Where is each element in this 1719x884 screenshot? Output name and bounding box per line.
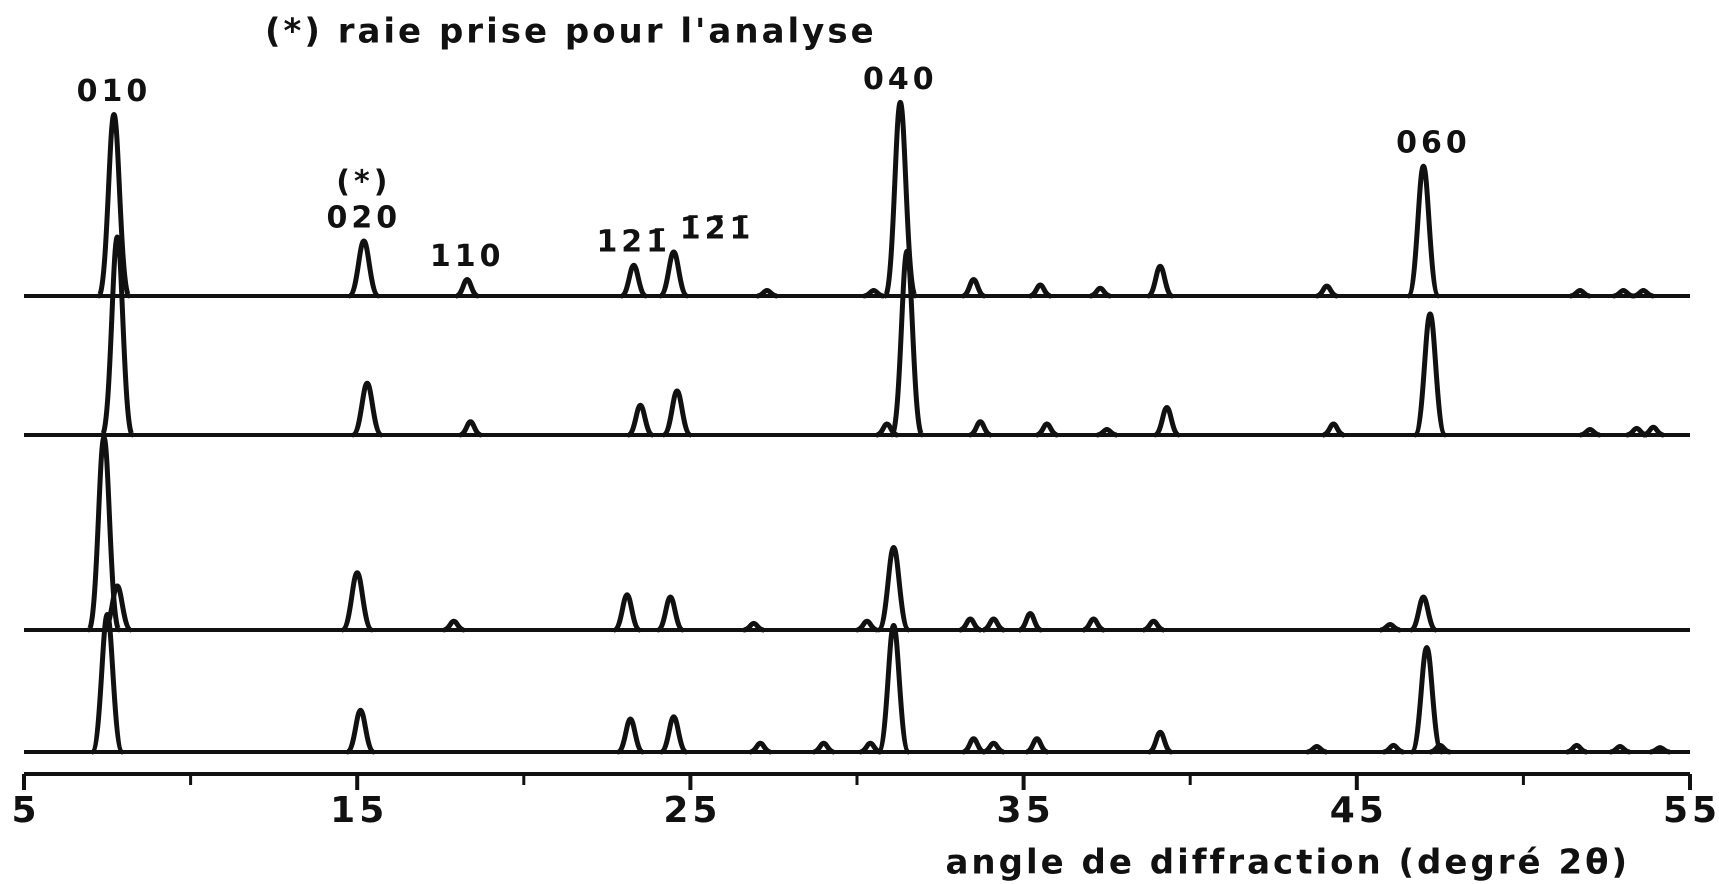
peak	[1626, 425, 1648, 438]
peak	[859, 740, 882, 755]
peak	[1153, 405, 1181, 438]
peak	[1409, 594, 1438, 633]
x-axis-label: angle de diffraction (degré 2θ)	[945, 843, 1630, 883]
peak	[1029, 282, 1052, 299]
peak	[1609, 744, 1631, 755]
peak	[749, 740, 772, 755]
x-tick-label: 55	[1663, 790, 1719, 831]
peak	[743, 620, 765, 633]
x-tick-label: 35	[997, 790, 1055, 831]
peak	[1642, 424, 1665, 438]
peak	[889, 248, 925, 438]
peak	[96, 112, 132, 299]
peak	[89, 612, 126, 755]
peak	[1322, 421, 1345, 438]
peak	[661, 388, 693, 438]
peak	[812, 740, 835, 755]
peak-mark: (*)	[336, 165, 391, 200]
peak	[1146, 263, 1174, 299]
peak	[1089, 285, 1111, 299]
peak	[962, 736, 986, 755]
peak	[1612, 288, 1634, 299]
peak	[1018, 611, 1043, 633]
peak-label: 010	[77, 74, 152, 109]
peak	[1649, 745, 1671, 755]
peak	[1315, 283, 1338, 299]
peak	[351, 380, 384, 438]
peak	[1632, 288, 1654, 299]
peak	[458, 419, 482, 438]
peak	[86, 435, 122, 633]
peak-label: 060	[1396, 126, 1471, 161]
peak	[616, 716, 645, 755]
peak	[1025, 736, 1049, 755]
peak	[659, 714, 689, 755]
peak	[968, 419, 992, 438]
peak	[99, 234, 136, 438]
peak	[1147, 729, 1173, 755]
peak	[1429, 742, 1451, 755]
peak	[1405, 163, 1442, 299]
peak	[1082, 616, 1105, 633]
peak	[345, 707, 376, 755]
peak	[656, 594, 685, 633]
peak	[959, 616, 982, 633]
peak	[982, 616, 1005, 633]
peak	[863, 288, 885, 299]
chart-title: (*) raie prise pour l'analyse	[265, 12, 877, 52]
x-tick-label: 15	[330, 790, 388, 831]
x-tick-label: 5	[11, 790, 40, 831]
peak	[756, 288, 778, 299]
peak	[626, 402, 655, 438]
peak	[1382, 742, 1405, 755]
peak	[961, 277, 986, 299]
peak	[1579, 427, 1601, 438]
peak	[1142, 618, 1165, 633]
peak	[875, 623, 912, 755]
peak	[339, 570, 375, 633]
peak-label: 020	[327, 201, 402, 236]
peak	[1096, 427, 1118, 438]
x-tick-label: 25	[663, 790, 721, 831]
peak	[1569, 288, 1591, 299]
peak-label: 121̄	[596, 225, 671, 260]
peak	[1035, 421, 1059, 438]
peak	[620, 262, 648, 299]
peak-label: 1̄2̄1̄	[680, 212, 755, 247]
peak	[1412, 311, 1448, 438]
peak	[875, 545, 912, 633]
peak	[1408, 645, 1445, 755]
peak	[1566, 742, 1588, 755]
peak	[658, 249, 690, 299]
peak	[982, 740, 1005, 755]
peak	[347, 238, 381, 299]
peak	[856, 618, 878, 633]
peak	[1379, 622, 1401, 633]
x-tick-label: 45	[1330, 790, 1388, 831]
peak	[1306, 744, 1328, 755]
peak	[455, 277, 480, 299]
peak-label: 110	[430, 239, 505, 274]
peak-label: 040	[863, 62, 938, 97]
peak	[442, 618, 465, 633]
peak	[612, 592, 642, 633]
